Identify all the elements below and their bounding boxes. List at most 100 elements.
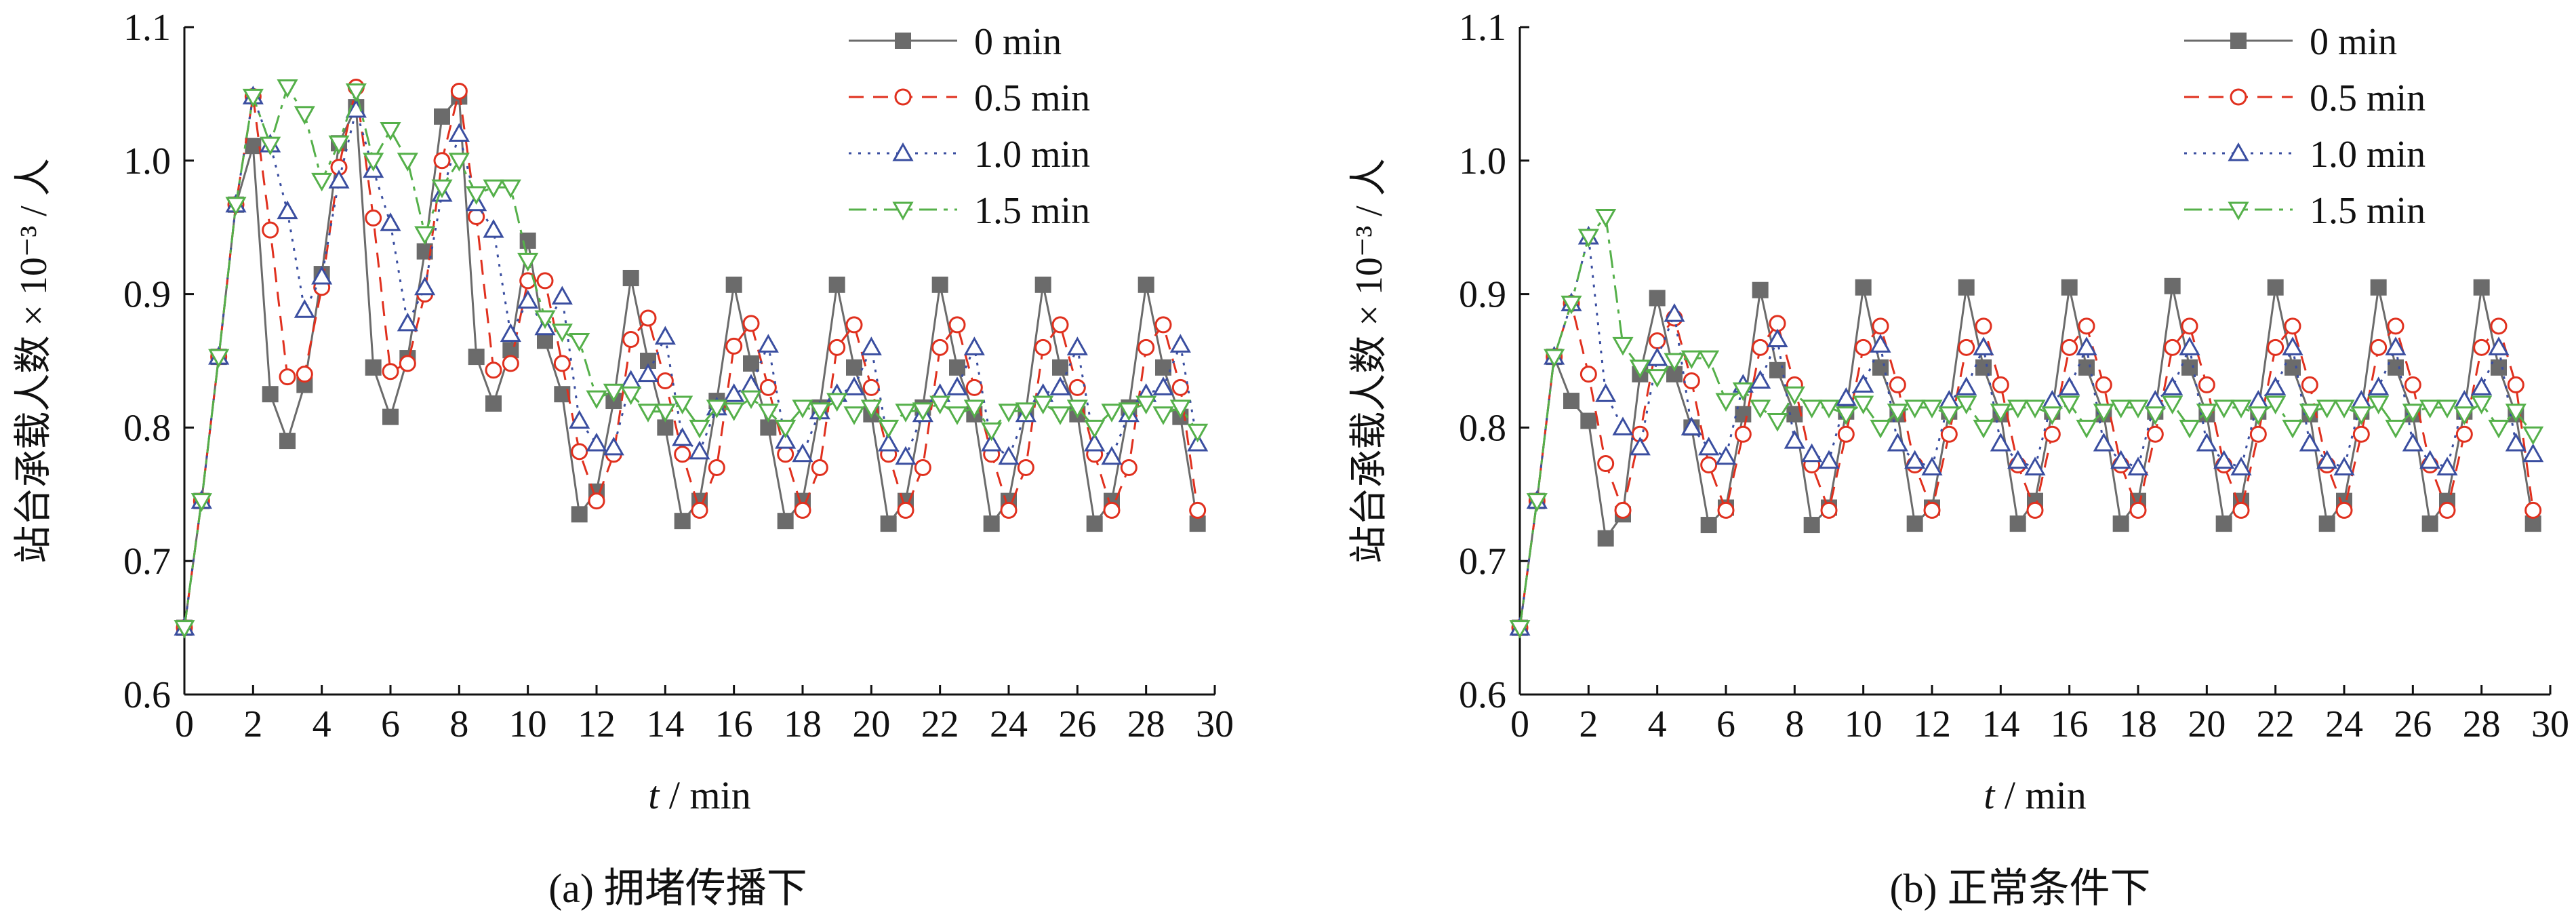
data-point xyxy=(1973,419,1994,439)
data-point xyxy=(2490,317,2508,335)
data-point xyxy=(1155,359,1171,376)
data-point xyxy=(998,446,1020,465)
series-1_5-min xyxy=(174,79,1209,639)
data-point xyxy=(245,138,262,155)
data-point xyxy=(1975,359,1992,376)
data-point xyxy=(448,123,470,142)
data-point xyxy=(2110,450,2132,469)
data-point xyxy=(1034,276,1051,293)
x-tick-label: 12 xyxy=(578,703,616,745)
data-point xyxy=(946,376,968,395)
data-point xyxy=(500,179,521,199)
data-point xyxy=(225,197,247,216)
data-point xyxy=(311,172,333,192)
data-point xyxy=(328,170,350,189)
data-point xyxy=(654,404,676,423)
series-line xyxy=(1518,214,2534,628)
data-point xyxy=(2247,406,2269,425)
data-point xyxy=(914,458,931,476)
data-point xyxy=(345,83,367,102)
data-point xyxy=(450,82,468,100)
data-point xyxy=(1835,387,1857,406)
y-tick-label: 0.7 xyxy=(1459,541,1506,583)
data-point xyxy=(2299,404,2320,423)
data-point xyxy=(1973,336,1994,355)
data-point xyxy=(2024,399,2046,418)
data-point xyxy=(2164,338,2181,356)
data-point xyxy=(1906,515,1923,532)
data-point xyxy=(2179,419,2200,439)
data-point xyxy=(2007,450,2029,469)
data-point xyxy=(1629,436,1651,456)
data-point xyxy=(1715,393,1737,412)
data-point xyxy=(588,492,605,510)
x-tick-label: 20 xyxy=(852,703,890,745)
data-point xyxy=(2453,406,2475,425)
data-point xyxy=(689,419,710,439)
data-point xyxy=(757,334,779,353)
data-point xyxy=(2059,395,2080,415)
data-point xyxy=(2335,501,2353,519)
legend-label: 1.5 min xyxy=(974,190,1090,232)
x-tick-label: 18 xyxy=(784,703,822,745)
legend-swatch-marker xyxy=(2228,201,2249,221)
y-tick-label: 0.6 xyxy=(1459,674,1506,716)
x-tick-label: 6 xyxy=(381,703,400,745)
data-point xyxy=(468,349,485,366)
data-point xyxy=(1853,374,1874,393)
x-tick-label: 28 xyxy=(2463,703,2501,745)
data-point xyxy=(725,337,743,355)
data-point xyxy=(1698,350,1720,370)
data-point xyxy=(1066,336,1088,355)
data-point xyxy=(434,108,450,125)
data-point xyxy=(1187,432,1209,452)
data-point xyxy=(948,316,966,334)
data-point xyxy=(2093,432,2114,452)
data-point xyxy=(397,153,418,172)
data-point xyxy=(537,332,553,349)
data-point xyxy=(2162,395,2183,415)
data-point xyxy=(1577,229,1599,248)
data-point xyxy=(2282,336,2303,355)
y-tick-label: 1.1 xyxy=(123,7,171,49)
y-tick-label: 1.0 xyxy=(123,140,171,182)
data-point xyxy=(1049,406,1071,425)
x-tick-label: 12 xyxy=(1913,703,1951,745)
data-point xyxy=(2144,389,2166,409)
data-point xyxy=(2144,406,2166,425)
data-point xyxy=(946,406,968,425)
x-tick-label: 0 xyxy=(1510,703,1529,745)
legend-label: 0.5 min xyxy=(974,77,1090,119)
data-point xyxy=(1956,395,1977,415)
y-tick-label: 0.9 xyxy=(123,274,171,316)
data-point xyxy=(637,404,659,423)
data-point xyxy=(777,513,794,530)
legend-entry: 1.5 min xyxy=(2184,190,2426,232)
data-point xyxy=(2301,376,2318,393)
data-point xyxy=(1681,416,1702,435)
x-axis-label: t / min xyxy=(1984,773,2086,817)
legend-swatch-marker xyxy=(2230,88,2247,106)
data-point xyxy=(1975,317,1992,335)
data-point xyxy=(1152,406,1174,425)
data-point xyxy=(981,432,1003,452)
data-point xyxy=(949,359,965,376)
data-point xyxy=(1818,450,1840,469)
data-point xyxy=(981,422,1003,442)
series-line xyxy=(183,87,1199,628)
data-point xyxy=(1049,376,1071,395)
data-point xyxy=(2473,338,2491,356)
data-point xyxy=(1958,279,1975,296)
data-point xyxy=(1614,501,1632,519)
data-point xyxy=(311,265,333,285)
data-point xyxy=(637,363,659,383)
data-point xyxy=(2265,376,2287,395)
data-point xyxy=(2370,279,2387,296)
data-point xyxy=(2078,359,2095,376)
x-tick-label: 10 xyxy=(1845,703,1883,745)
data-point xyxy=(2352,425,2370,443)
data-point xyxy=(1084,432,1106,452)
data-point xyxy=(2181,359,2198,376)
data-point xyxy=(860,399,882,418)
data-point xyxy=(1051,316,1069,334)
